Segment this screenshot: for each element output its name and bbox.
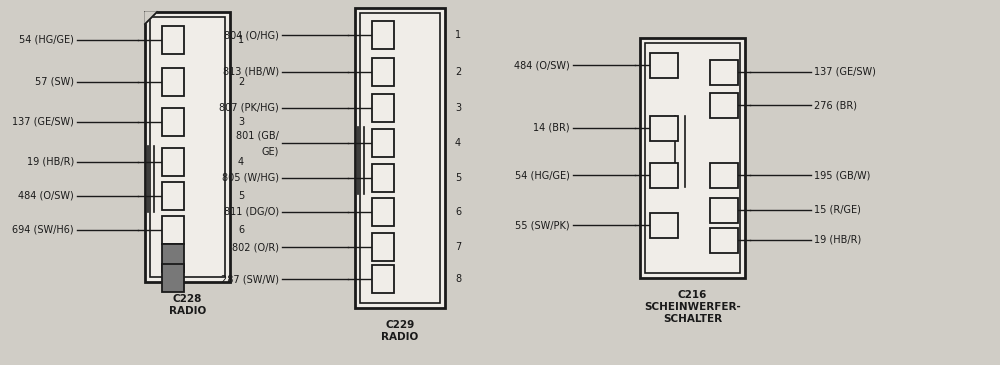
Bar (372, 58, 394, 86)
Text: 54 (HG/GE): 54 (HG/GE) (515, 170, 570, 180)
Text: 7: 7 (455, 242, 461, 252)
Bar (145, 12, 230, 282)
Bar (372, 198, 394, 226)
Text: 137 (GE/SW): 137 (GE/SW) (12, 117, 74, 127)
Bar (372, 164, 394, 192)
Text: C216: C216 (678, 290, 707, 300)
Text: 19 (HB/R): 19 (HB/R) (814, 235, 861, 245)
Text: 1: 1 (238, 35, 244, 45)
Text: 14 (BR): 14 (BR) (533, 123, 570, 133)
Bar (640, 38, 745, 278)
Text: 3: 3 (455, 103, 461, 113)
Text: 137 (GE/SW): 137 (GE/SW) (814, 67, 876, 77)
Text: 4: 4 (455, 138, 461, 148)
Text: 811 (DG/O): 811 (DG/O) (224, 207, 279, 217)
Bar (162, 182, 184, 210)
Bar (645, 43, 740, 273)
Bar (162, 244, 184, 272)
Bar (162, 26, 184, 54)
Bar (372, 233, 394, 261)
Bar (650, 53, 678, 78)
Text: 484 (O/SW): 484 (O/SW) (514, 60, 570, 70)
Text: 805 (W/HG): 805 (W/HG) (222, 173, 279, 183)
Text: SCHEINWERFER-: SCHEINWERFER- (644, 302, 741, 312)
Text: 4: 4 (238, 157, 244, 167)
Text: 694 (SW/H6): 694 (SW/H6) (12, 225, 74, 235)
Bar (372, 265, 394, 293)
Bar (162, 148, 184, 176)
Text: 5: 5 (238, 191, 244, 201)
Bar (360, 13, 440, 303)
Bar (650, 163, 678, 188)
Text: 2: 2 (455, 67, 461, 77)
Text: 802 (O/R): 802 (O/R) (232, 242, 279, 252)
Text: RADIO: RADIO (381, 332, 419, 342)
Text: 813 (HB/W): 813 (HB/W) (223, 67, 279, 77)
Text: 5: 5 (455, 173, 461, 183)
Bar (162, 216, 184, 244)
Bar (372, 129, 394, 157)
Text: 15 (R/GE): 15 (R/GE) (814, 205, 861, 215)
Text: 19 (HB/R): 19 (HB/R) (27, 157, 74, 167)
Text: 3: 3 (238, 117, 244, 127)
Text: 287 (SW/W): 287 (SW/W) (221, 274, 279, 284)
Text: 55 (SW/PK): 55 (SW/PK) (515, 220, 570, 230)
Bar (650, 213, 678, 238)
Bar (162, 264, 184, 292)
Text: 54 (HG/GE): 54 (HG/GE) (19, 35, 74, 45)
Polygon shape (145, 12, 157, 24)
Bar (355, 8, 445, 308)
Text: GE): GE) (262, 147, 279, 157)
Text: 484 (O/SW): 484 (O/SW) (18, 191, 74, 201)
Text: 1: 1 (455, 30, 461, 40)
Text: C229: C229 (385, 320, 415, 330)
Text: 801 (GB/: 801 (GB/ (236, 131, 279, 141)
Text: 2: 2 (238, 77, 244, 87)
Bar (150, 17, 225, 277)
Bar (372, 21, 394, 49)
Text: 8: 8 (455, 274, 461, 284)
Bar (710, 228, 738, 253)
Text: SCHALTER: SCHALTER (663, 314, 722, 324)
Bar (372, 94, 394, 122)
Bar (162, 108, 184, 136)
Text: C228: C228 (173, 294, 202, 304)
Text: RADIO: RADIO (169, 306, 206, 316)
Bar (710, 163, 738, 188)
Bar (710, 93, 738, 118)
Text: 6: 6 (455, 207, 461, 217)
Text: 6: 6 (238, 225, 244, 235)
Bar (710, 60, 738, 85)
Text: 276 (BR): 276 (BR) (814, 100, 857, 110)
Text: 804 (O/HG): 804 (O/HG) (224, 30, 279, 40)
Text: 57 (SW): 57 (SW) (35, 77, 74, 87)
Bar (650, 116, 678, 141)
Text: 807 (PK/HG): 807 (PK/HG) (219, 103, 279, 113)
Bar (710, 198, 738, 223)
Text: 195 (GB/W): 195 (GB/W) (814, 170, 870, 180)
Bar (162, 68, 184, 96)
